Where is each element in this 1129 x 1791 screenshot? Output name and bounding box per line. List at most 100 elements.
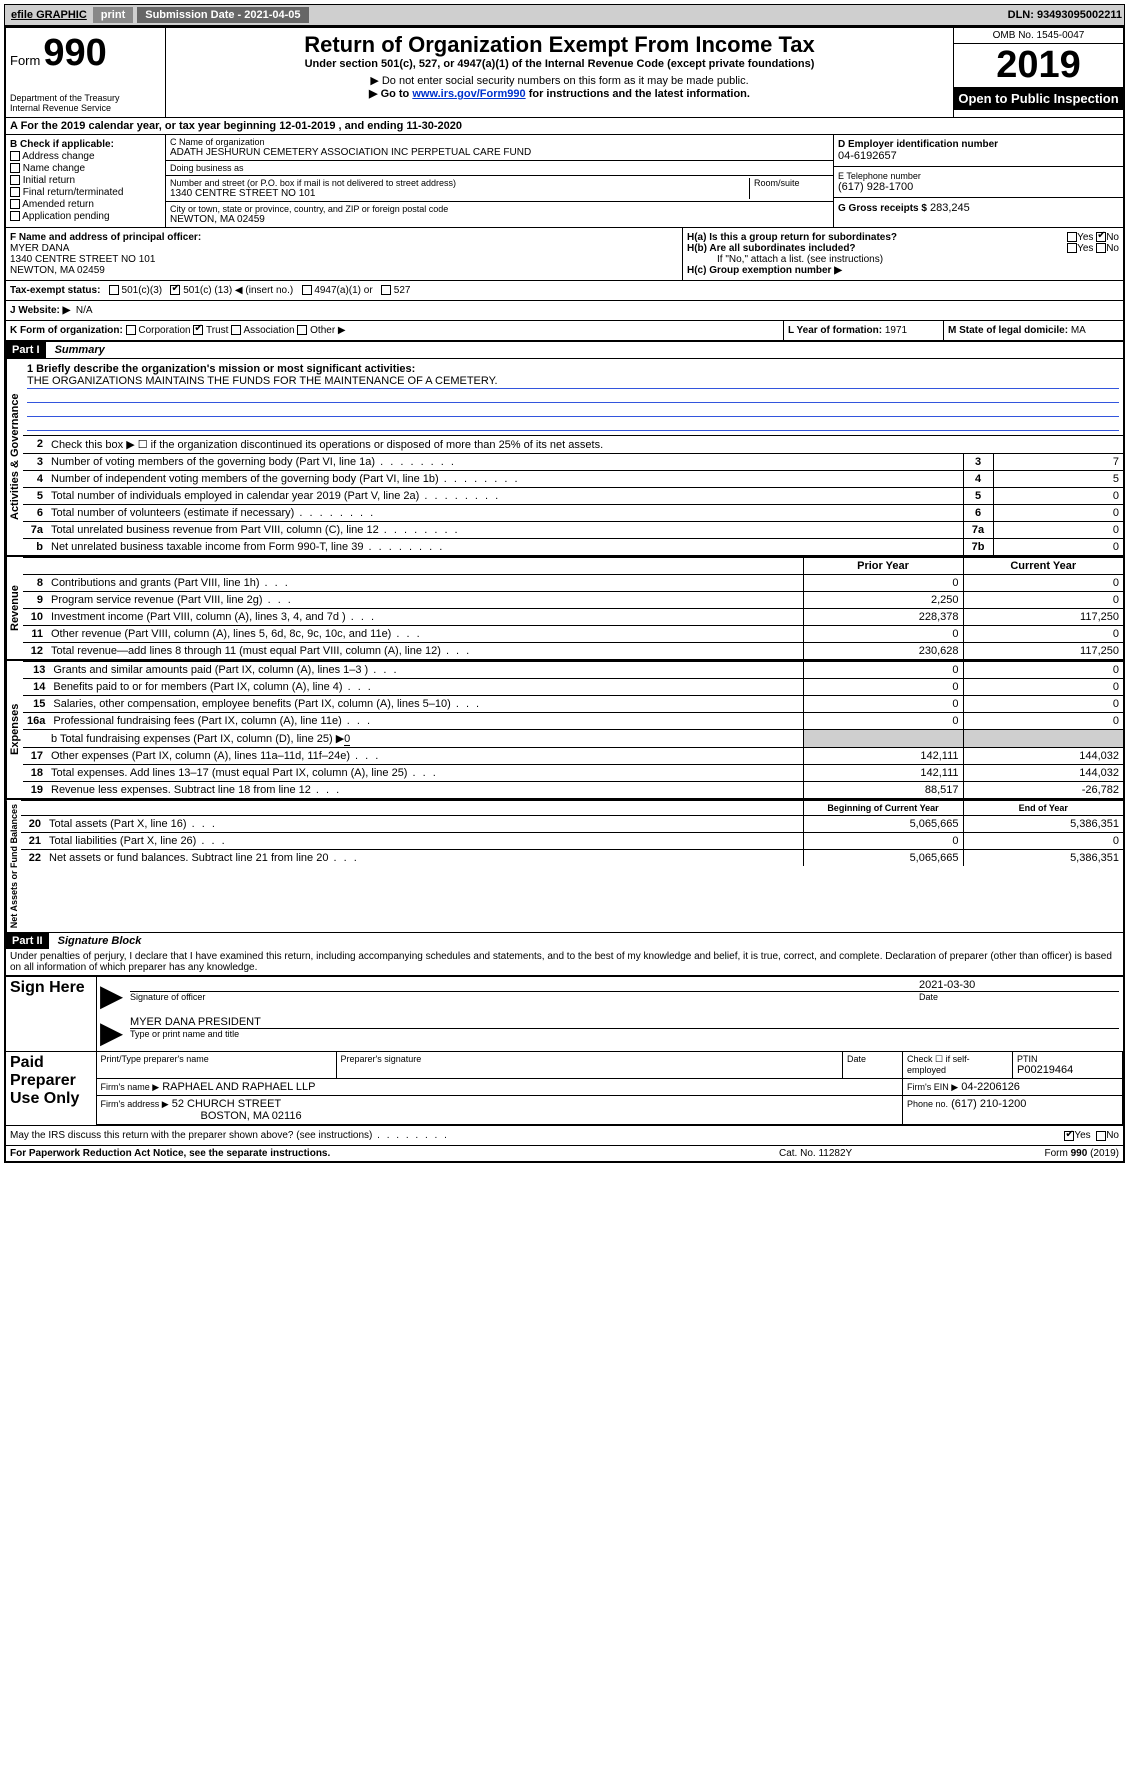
year-formation-value: 1971 [885, 325, 907, 336]
firm-addr-label: Firm's address ▶ [101, 1099, 169, 1109]
table-row: bNet unrelated business taxable income f… [23, 539, 1123, 556]
table-row: 11Other revenue (Part VIII, column (A), … [23, 626, 1123, 643]
website-row: J Website: ▶ N/A [6, 301, 1123, 321]
name-label: C Name of organization [170, 137, 829, 147]
table-row: 19Revenue less expenses. Subtract line 1… [23, 782, 1123, 799]
room-label: Room/suite [754, 178, 829, 188]
print-button[interactable]: print [93, 7, 133, 23]
mission-blank1 [27, 389, 1119, 403]
footer-mid: Cat. No. 11282Y [779, 1148, 979, 1159]
part2-title: Signature Block [52, 933, 148, 949]
section-b-label: B Check if applicable: [10, 139, 161, 150]
addr-value: 1340 CENTRE STREET NO 101 [170, 188, 749, 199]
col-eoy: End of Year [963, 801, 1123, 816]
table-row: 7aTotal unrelated business revenue from … [23, 522, 1123, 539]
omb-label: OMB No. 1545-0047 [954, 28, 1123, 44]
form-org-row: K Form of organization: Corporation Trus… [6, 321, 783, 340]
col-current: Current Year [963, 558, 1123, 575]
officer-name-label: Type or print name and title [130, 1029, 1119, 1039]
officer-city: NEWTON, MA 02459 [10, 265, 678, 276]
ein-label: D Employer identification number [838, 139, 1119, 150]
table-row: 16aProfessional fundraising fees (Part I… [23, 713, 1123, 730]
discuss-row: May the IRS discuss this return with the… [6, 1125, 1123, 1145]
table-row: 5Total number of individuals employed in… [23, 488, 1123, 505]
table-row: 18Total expenses. Add lines 13–17 (must … [23, 765, 1123, 782]
prep-date-label: Date [847, 1054, 898, 1064]
col-boy: Beginning of Current Year [803, 801, 963, 816]
cb-initial-return[interactable]: Initial return [10, 175, 161, 186]
sig-officer-label: Signature of officer [130, 992, 919, 1002]
hb-note: If "No," attach a list. (see instruction… [687, 254, 1119, 265]
firm-name: RAPHAEL AND RAPHAEL LLP [162, 1081, 315, 1093]
table-row: 22Net assets or fund balances. Subtract … [21, 850, 1123, 867]
firm-phone: (617) 210-1200 [951, 1098, 1026, 1110]
city-value: NEWTON, MA 02459 [170, 214, 829, 225]
table-row: 17Other expenses (Part IX, column (A), l… [23, 748, 1123, 765]
gross-label: G Gross receipts $ [838, 203, 927, 214]
form-note1: ▶ Do not enter social security numbers o… [170, 74, 949, 87]
hc-row: H(c) Group exemption number ▶ [687, 265, 1119, 276]
side-exp: Expenses [6, 661, 23, 798]
paid-preparer-label: Paid Preparer Use Only [6, 1052, 96, 1125]
ein-value: 04-6192657 [838, 150, 1119, 162]
officer-addr: 1340 CENTRE STREET NO 101 [10, 254, 678, 265]
side-net: Net Assets or Fund Balances [6, 800, 21, 932]
line-a: A For the 2019 calendar year, or tax yea… [6, 118, 1123, 135]
firm-addr1: 52 CHURCH STREET [172, 1098, 281, 1110]
side-gov: Activities & Governance [6, 359, 23, 555]
firm-name-label: Firm's name ▶ [101, 1082, 160, 1092]
table-row: 8Contributions and grants (Part VIII, li… [23, 575, 1123, 592]
hb-row: H(b) Are all subordinates included? Yes … [687, 243, 1119, 254]
perjury-text: Under penalties of perjury, I declare th… [6, 949, 1123, 975]
l1-label: 1 Briefly describe the organization's mi… [27, 363, 1119, 375]
dln-label: DLN: 93493095002211 [1008, 9, 1122, 21]
table-row: 4Number of independent voting members of… [23, 471, 1123, 488]
self-emp: Check ☐ if self-employed [903, 1052, 1013, 1079]
cb-address-change[interactable]: Address change [10, 151, 161, 162]
cb-app-pending[interactable]: Application pending [10, 211, 161, 222]
ptin-label: PTIN [1017, 1054, 1118, 1064]
public-inspection: Open to Public Inspection [954, 87, 1123, 110]
efile-link[interactable]: efile GRAPHIC [11, 9, 87, 21]
firm-ein-label: Firm's EIN ▶ [907, 1082, 958, 1092]
table-row: 21Total liabilities (Part X, line 26)00 [21, 833, 1123, 850]
form-title: Return of Organization Exempt From Incom… [170, 32, 949, 58]
ha-row: H(a) Is this a group return for subordin… [687, 232, 1119, 243]
col-prior: Prior Year [803, 558, 963, 575]
phone-value: (617) 928-1700 [838, 181, 1119, 193]
mission-blank3 [27, 417, 1119, 431]
dept-label: Department of the Treasury [10, 93, 161, 103]
footer-left: For Paperwork Reduction Act Notice, see … [10, 1148, 779, 1159]
footer-right: Form 990 (2019) [979, 1148, 1119, 1159]
officer-label: F Name and address of principal officer: [10, 232, 678, 243]
year-formation-label: L Year of formation: [788, 325, 882, 336]
officer-name: MYER DANA [10, 243, 678, 254]
irs-label: Internal Revenue Service [10, 103, 161, 113]
dba-label: Doing business as [170, 163, 244, 173]
cb-amended[interactable]: Amended return [10, 199, 161, 210]
officer-typed-name: MYER DANA PRESIDENT [130, 1016, 1119, 1029]
cb-name-change[interactable]: Name change [10, 163, 161, 174]
table-row: 6Total number of volunteers (estimate if… [23, 505, 1123, 522]
part1-header: Part I [6, 342, 46, 358]
ptin-value: P00219464 [1017, 1064, 1118, 1076]
table-row: 3Number of voting members of the governi… [23, 454, 1123, 471]
form990-link[interactable]: www.irs.gov/Form990 [412, 88, 525, 100]
side-rev: Revenue [6, 557, 23, 659]
table-row: 20Total assets (Part X, line 16)5,065,66… [21, 816, 1123, 833]
table-row: 13Grants and similar amounts paid (Part … [23, 662, 1123, 679]
mission-text: THE ORGANIZATIONS MAINTAINS THE FUNDS FO… [27, 375, 1119, 389]
tax-year: 2019 [954, 44, 1123, 87]
table-row: 12Total revenue—add lines 8 through 11 (… [23, 643, 1123, 660]
cb-final-return[interactable]: Final return/terminated [10, 187, 161, 198]
form-subtitle: Under section 501(c), 527, or 4947(a)(1)… [170, 58, 949, 70]
sign-here-label: Sign Here [6, 976, 96, 1051]
l2-text: Check this box ▶ ☐ if the organization d… [47, 436, 1123, 454]
part2-header: Part II [6, 933, 49, 949]
note2-pre: ▶ Go to [369, 88, 412, 100]
part1-title: Summary [49, 342, 111, 358]
addr-label: Number and street (or P.O. box if mail i… [170, 178, 749, 188]
mission-blank2 [27, 403, 1119, 417]
date-label: Date [919, 992, 1119, 1002]
submission-date-button[interactable]: Submission Date - 2021-04-05 [137, 7, 308, 23]
